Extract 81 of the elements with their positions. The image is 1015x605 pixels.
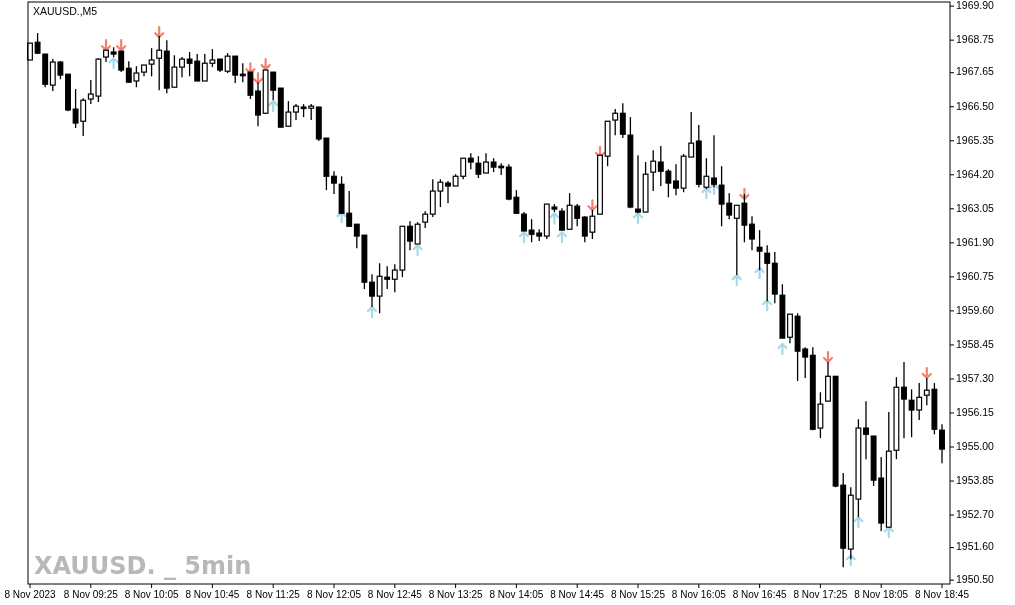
candlestick [255,81,261,127]
point [739,187,750,201]
candlestick [749,215,755,251]
candlestick [331,170,337,195]
annotation: XAUUSD. _ 5min [34,552,252,580]
y-tick-label: 1950.50 [956,572,995,585]
point [845,554,856,567]
point [268,100,279,113]
point [754,266,765,280]
y-tick-label: 1967.65 [956,65,995,78]
y-tick-label: 1958.45 [956,337,995,350]
candlestick [711,134,717,188]
y-tick-label: 1969.90 [956,0,995,11]
y-tick-label: 1952.70 [956,507,995,520]
x-tick-label: 8 Nov 15:25 [611,589,666,600]
y-tick-label: 1965.35 [956,133,995,146]
y-tick-label: 1961.90 [956,235,995,248]
y-tick-label: 1957.30 [956,371,995,384]
candlestick [521,211,527,232]
chart-title: XAUUSD.,M5 [33,5,98,17]
y-tick-label: 1959.60 [956,303,995,316]
point [252,71,264,85]
candlestick [650,149,657,192]
point [154,26,165,39]
candlestick [787,313,793,344]
x-tick-label: 8 Nov 10:05 [124,589,179,600]
x-tick-label: 8 Nov 16:45 [732,589,787,600]
x-tick-label: 8 Nov 11:25 [246,589,301,600]
x-tick-label: 8 Nov 18:45 [915,589,970,600]
candlestick [475,155,482,179]
y-tick-label: 1955.00 [956,439,995,452]
x-tick-label: 8 Nov 18:05 [854,589,909,600]
y-tick-label: 1964.20 [956,167,995,180]
candlestick [559,207,565,231]
point [412,244,423,257]
x-tick-label: 8 Nov 16:05 [671,589,727,600]
candlestick [863,400,869,460]
point [853,516,864,529]
x-tick-label: 8 Nov 10:45 [185,589,240,600]
x-tick-label: 8 Nov 2023 [4,589,57,600]
candlestick [901,361,907,439]
y-tick-label: 1966.50 [956,99,995,112]
y-tick-label: 1956.15 [956,405,995,418]
candlestick [483,152,489,174]
x-tick-label: 8 Nov 14:45 [550,589,605,600]
y-tick-label: 1951.60 [956,540,995,553]
x-tick-label: 8 Nov 14:05 [489,589,544,600]
point [731,274,742,287]
point [762,299,773,312]
point [632,212,644,225]
point [777,342,788,356]
y-tick-label: 1960.75 [956,269,995,282]
candlestick [445,180,451,204]
point [518,231,530,244]
point [921,366,932,380]
candlestick [369,273,375,308]
point [883,526,894,539]
candlestick [939,423,945,464]
y-tick-label: 1963.05 [956,201,995,214]
y-tick-label: 1953.85 [956,473,995,486]
x-tick-label: 8 Nov 17:25 [793,589,848,600]
point [366,305,378,319]
point [556,231,568,244]
candlestick [148,47,155,77]
x-tick-label: 8 Nov 12:05 [307,589,362,600]
x-tick-label: 8 Nov 09:25 [63,589,119,600]
candlestick [635,154,641,214]
candlestick [612,108,619,136]
x-tick-label: 8 Nov 13:25 [428,589,483,600]
x-tick-label: 8 Nov 12:45 [367,589,423,600]
point [116,39,127,52]
point [108,57,119,70]
candlestick [414,221,421,245]
point [822,350,834,364]
point [549,212,560,225]
candlestick [407,220,413,251]
candlestick [179,56,185,78]
candlestick [673,163,679,196]
y-tick-label: 1968.75 [956,32,995,45]
point [587,199,598,212]
point [260,58,271,71]
